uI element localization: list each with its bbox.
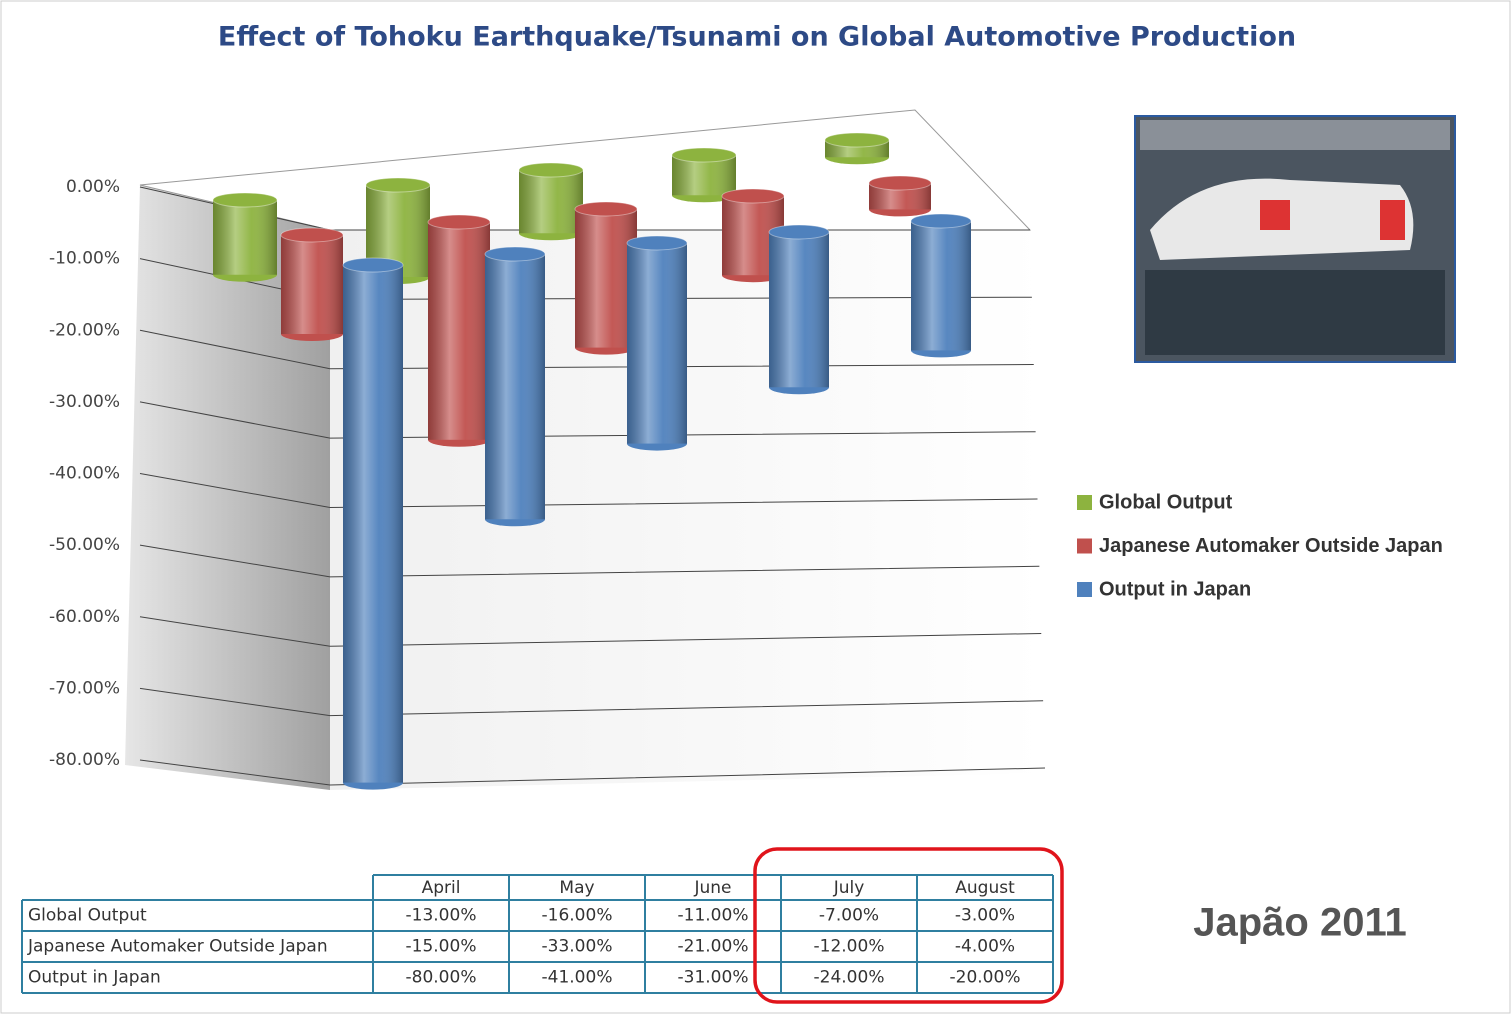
cylinder-top [428, 215, 490, 229]
cylinder-top [627, 236, 687, 250]
legend-label: Global Output [1099, 491, 1233, 513]
legend-swatch [1077, 495, 1092, 510]
table-header: August [955, 878, 1015, 898]
cylinder-top [825, 133, 889, 147]
cylinder-top [519, 163, 583, 177]
cylinder-top [575, 202, 637, 216]
y-tick-label: 0.00% [66, 177, 120, 197]
table-cell: -13.00% [406, 906, 477, 926]
table-cell: -7.00% [819, 906, 879, 926]
y-tick-label: -50.00% [49, 535, 120, 555]
table-cell: -15.00% [406, 937, 477, 957]
cylinder-top [672, 148, 736, 162]
cylinder [519, 163, 583, 240]
table-cell: -31.00% [678, 968, 749, 988]
legend-label: Japanese Automaker Outside Japan [1099, 535, 1443, 557]
cylinder [769, 225, 829, 394]
legend-swatch [1077, 539, 1092, 554]
table-header: April [422, 878, 461, 898]
slide: Effect of Tohoku Earthquake/Tsunami on G… [0, 0, 1511, 1014]
photo-detail [1260, 200, 1290, 230]
table-cell: -11.00% [678, 906, 749, 926]
cylinder-top [722, 189, 784, 203]
table-header: May [559, 878, 594, 898]
y-tick-label: -30.00% [49, 392, 120, 412]
cylinder-shade [281, 235, 343, 334]
cylinder [825, 133, 889, 164]
y-tick-label: -10.00% [49, 249, 120, 269]
table-header: July [833, 878, 865, 898]
cylinder-top [911, 214, 971, 228]
cylinder-top [366, 178, 430, 192]
cylinder-top [485, 247, 545, 261]
table-cell: -16.00% [542, 906, 613, 926]
cylinder-shade [485, 254, 545, 519]
cylinder-top [769, 225, 829, 239]
chart-title: Effect of Tohoku Earthquake/Tsunami on G… [218, 22, 1296, 53]
cylinder-shade [627, 243, 687, 444]
cylinder-shade [213, 200, 277, 275]
table-cell: -3.00% [955, 906, 1015, 926]
photo-detail [1380, 200, 1405, 240]
cylinder-top [869, 176, 931, 190]
cylinder [281, 228, 343, 341]
table-row-label: Global Output [28, 906, 147, 926]
cylinder [213, 193, 277, 282]
table-row-label: Output in Japan [28, 968, 161, 988]
cylinder-shade [911, 221, 971, 350]
table-cell: -12.00% [814, 937, 885, 957]
cylinder [485, 247, 545, 526]
cylinder [911, 214, 971, 357]
table-cell: -41.00% [542, 968, 613, 988]
cylinder-top [213, 193, 277, 207]
cylinder-shade [519, 170, 583, 233]
cylinder-top [343, 258, 403, 272]
cylinder-shade [769, 232, 829, 387]
legend-swatch [1077, 582, 1092, 597]
table-cell: -80.00% [406, 968, 477, 988]
y-tick-label: -60.00% [49, 607, 120, 627]
table-cell: -4.00% [955, 937, 1015, 957]
cylinder [869, 176, 931, 216]
table-header: June [693, 878, 731, 898]
cylinder-shade [343, 265, 403, 783]
cylinder [428, 215, 490, 447]
y-tick-label: -80.00% [49, 750, 120, 770]
cylinder [343, 258, 403, 790]
table-row-label: Japanese Automaker Outside Japan [27, 937, 328, 957]
table-cell: -20.00% [950, 968, 1021, 988]
table-cell: -24.00% [814, 968, 885, 988]
photo-ceiling [1140, 120, 1450, 150]
cylinder-shade [428, 222, 490, 440]
y-tick-label: -40.00% [49, 464, 120, 484]
annotation: Japão 2011 [1193, 901, 1407, 945]
cylinder-top [281, 228, 343, 242]
table-cell: -21.00% [678, 937, 749, 957]
cylinder [627, 236, 687, 451]
legend-label: Output in Japan [1099, 578, 1251, 600]
table-cell: -33.00% [542, 937, 613, 957]
photo [1135, 116, 1455, 362]
y-tick-label: -20.00% [49, 320, 120, 340]
photo-floor [1145, 270, 1445, 355]
y-tick-label: -70.00% [49, 678, 120, 698]
